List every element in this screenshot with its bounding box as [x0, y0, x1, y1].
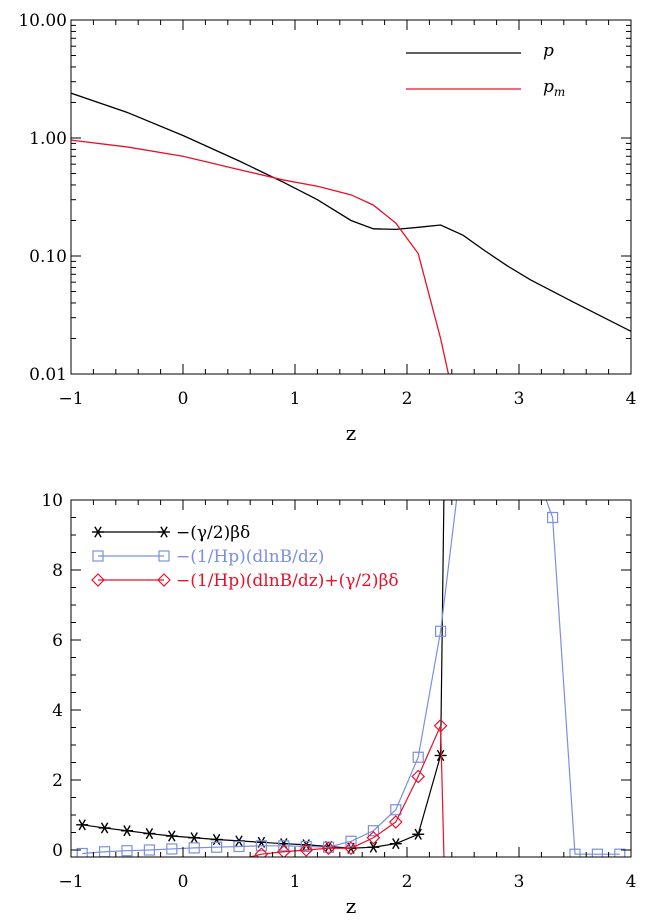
bottom-plot-frame [70, 499, 632, 858]
legend-label-combined: −(1/Hp)(dlnB/dz)+(γ/2)βδ [176, 571, 399, 591]
legend-marker-combined [157, 573, 171, 587]
legend-label-gamma-beta-delta: −(γ/2)βδ [176, 523, 250, 543]
pressure-panel: −1 0 1 2 3 4 0.01 0.10 1.00 10.00 z p pm [18, 11, 636, 445]
data-point-combined [344, 841, 358, 856]
y-tick-label: 0.01 [29, 365, 67, 385]
legend-marker-dlnb-dz [92, 550, 104, 562]
data-point-dlnb-dz [345, 835, 357, 847]
y-tick-label: 4 [52, 701, 63, 721]
data-point-dlnb-dz [143, 844, 155, 856]
data-point-gamma-beta-delta [143, 827, 156, 840]
data-point-combined [254, 847, 269, 857]
data-point-dlnb-dz [76, 847, 88, 857]
data-point-gamma-beta-delta [434, 749, 447, 762]
legend-marker-gamma-beta-delta [158, 526, 170, 538]
data-point-dlnb-dz [390, 804, 402, 816]
y-tick-label: 0 [52, 841, 63, 861]
data-point-gamma-beta-delta [121, 825, 133, 837]
data-point-dlnb-dz [435, 625, 447, 637]
data-point-dlnb-dz [367, 825, 379, 837]
x-tick-label: −1 [58, 389, 83, 409]
legend-marker-combined [91, 573, 105, 587]
data-point-dlnb-dz [188, 842, 200, 854]
x-tick-label: 2 [402, 389, 413, 409]
data-point-combined [433, 718, 448, 733]
data-point-combined [276, 844, 291, 857]
top-x-axis-title: z [346, 421, 357, 445]
data-point-combined [321, 841, 336, 856]
data-point-dlnb-dz [412, 751, 424, 763]
data-point-dlnb-dz [278, 840, 290, 852]
x-tick-label: 2 [402, 872, 413, 892]
x-tick-label: 1 [290, 872, 301, 892]
data-point-combined [366, 830, 381, 845]
data-point-dlnb-dz [300, 840, 312, 853]
legend-label-dlnb-dz: −(1/Hp)(dlnB/dz) [176, 547, 324, 567]
series-line-pm [71, 139, 450, 374]
data-point-dlnb-dz [614, 848, 626, 857]
series-line-p [71, 92, 631, 332]
data-point-combined [411, 769, 426, 784]
y-tick-label: 10 [41, 491, 63, 511]
series-line-dlnb-dz [82, 500, 458, 855]
x-tick-label: 4 [626, 389, 637, 409]
data-point-combined [388, 815, 403, 829]
gradient-panel: −1 0 1 2 3 4 0 2 4 6 8 10 z −(γ/2)βδ −(1/Hp)(dlnB/d… [41, 491, 636, 918]
y-tick-label: 1.00 [29, 129, 67, 149]
data-point-dlnb-dz [166, 843, 178, 855]
y-tick-label: 6 [52, 631, 63, 651]
data-point-gamma-beta-delta [188, 832, 201, 844]
x-tick-label: 4 [626, 872, 637, 892]
x-tick-label: 3 [514, 872, 525, 892]
data-point-dlnb-dz [233, 840, 245, 853]
series-line-combined [250, 725, 445, 857]
data-point-dlnb-dz [546, 511, 559, 524]
data-point-dlnb-dz [591, 848, 604, 857]
data-point-gamma-beta-delta [367, 841, 380, 853]
series-line-dlnb-dz [545, 500, 620, 855]
y-tick-label: 0.10 [29, 247, 67, 267]
x-tick-label: 3 [514, 389, 525, 409]
data-point-gamma-beta-delta [389, 838, 402, 850]
data-point-dlnb-dz [211, 841, 223, 853]
data-point-dlnb-dz [121, 845, 133, 857]
x-tick-label: 1 [290, 389, 301, 409]
bottom-x-axis-title: z [346, 894, 357, 918]
y-tick-label: 2 [52, 771, 63, 791]
legend-marker-dlnb-dz [158, 550, 170, 562]
data-point-dlnb-dz [255, 840, 267, 852]
data-point-gamma-beta-delta [165, 830, 178, 842]
data-point-combined [299, 843, 314, 857]
bottom-legend: −(γ/2)βδ −(1/Hp)(dlnB/dz) −(1/Hp)(dlnB/dz)… [91, 523, 399, 591]
y-tick-label: 10.00 [18, 11, 67, 31]
data-point-gamma-beta-delta [210, 833, 223, 846]
top-plot-frame [70, 19, 632, 375]
data-point-gamma-beta-delta [277, 838, 290, 850]
y-tick-label: 8 [52, 561, 63, 581]
x-tick-label: 0 [178, 872, 189, 892]
legend-marker-gamma-beta-delta [92, 526, 104, 538]
data-point-gamma-beta-delta [76, 819, 89, 831]
x-tick-label: −1 [58, 872, 83, 892]
data-point-gamma-beta-delta [412, 828, 425, 840]
x-tick-label: 0 [178, 389, 189, 409]
data-point-gamma-beta-delta [98, 822, 111, 834]
data-point-dlnb-dz [569, 848, 581, 857]
top-legend: p pm [406, 41, 565, 99]
legend-label-p: p [543, 41, 554, 61]
legend-label-pm: pm [543, 77, 565, 99]
